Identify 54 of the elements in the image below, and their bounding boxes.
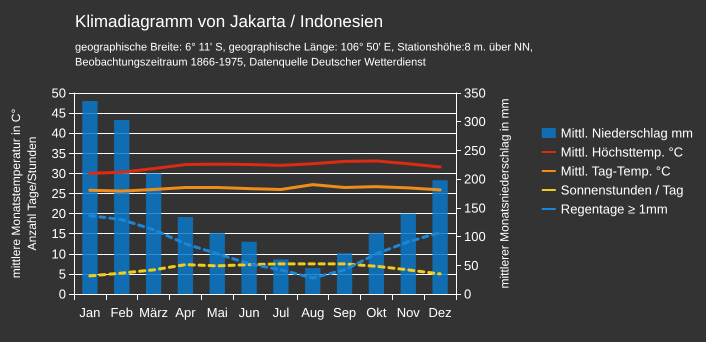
legend-label: Mittl. Höchsttemp. °C <box>560 144 684 160</box>
bar <box>368 233 384 294</box>
y-tick-label: 50 <box>52 86 66 100</box>
chart-subtitle: geographische Breite: 6° 11' S, geographische Länge: 106° 50' E, Stationshöhe:8 m. über NN, Beobachtungszeitraum 1866-1975, Datenquelle Deutscher Wetterdienst <box>75 42 533 68</box>
bar <box>114 120 130 294</box>
legend-label: Mittl. Tag-Temp. °C <box>560 164 671 178</box>
x-tick-label: Jun <box>238 305 260 320</box>
y2-tick-label: 150 <box>464 200 486 216</box>
x-tick-label: Feb <box>110 305 133 320</box>
y-tick-label: 35 <box>52 146 66 161</box>
bar <box>210 233 225 294</box>
y2-tick-label: 300 <box>464 114 486 130</box>
bar <box>432 180 448 294</box>
legend-label: Mittl. Niederschlag mm <box>560 126 694 140</box>
y-axis-title: mittlere Monatstemperatur in C° Anzahl Tage/Stunden <box>9 108 39 278</box>
y2-tick-label: 350 <box>464 86 486 100</box>
y-tick-label: 20 <box>52 206 66 222</box>
line-series <box>88 214 442 280</box>
x-tick-label: Dez <box>428 305 452 320</box>
bar <box>400 214 416 294</box>
y-tick-label: 15 <box>52 226 66 242</box>
x-tick-label: Sep <box>333 305 356 320</box>
y2-tick-label: 0 <box>464 286 472 302</box>
chart-title: Klimadiagramm von Jakarta / Indonesien <box>75 12 384 31</box>
x-tick-label: Mai <box>206 305 228 320</box>
y2-tick-label: 250 <box>464 142 486 158</box>
y-tick-label: 10 <box>52 246 66 262</box>
legend-label: Sonnenstunden / Tag <box>560 182 684 198</box>
x-tick-label: März <box>139 305 168 320</box>
bar <box>146 173 162 294</box>
legend-label: Regentage ≥ 1mm <box>560 202 668 216</box>
y-tick-label: 25 <box>52 186 66 201</box>
y-tick-label: 45 <box>52 106 66 121</box>
y-tick-label: 0 <box>58 286 66 302</box>
y2-tick-label: 50 <box>464 258 478 273</box>
line-series <box>88 159 442 175</box>
x-tick-label: Aug <box>301 305 324 320</box>
x-tick-label: Okt <box>366 305 387 320</box>
bar <box>241 242 257 294</box>
x-tick-label: Jan <box>79 305 100 320</box>
y-tick-label: 40 <box>52 126 66 141</box>
x-tick-label: Apr <box>175 305 196 320</box>
bar <box>178 217 194 294</box>
y2-tick-label: 100 <box>464 229 486 244</box>
bar <box>305 268 320 294</box>
x-tick-label: Jul <box>272 305 290 320</box>
y-tick-label: 30 <box>52 166 66 181</box>
y-tick-label: 5 <box>58 266 66 282</box>
y2-axis-title: mittlerer Monatsniederschlag in mm <box>498 98 512 289</box>
line-series <box>88 183 442 193</box>
x-tick-label: Nov <box>396 305 420 320</box>
y2-tick-label: 200 <box>464 172 486 187</box>
bar <box>82 101 98 294</box>
line-series <box>88 262 442 278</box>
